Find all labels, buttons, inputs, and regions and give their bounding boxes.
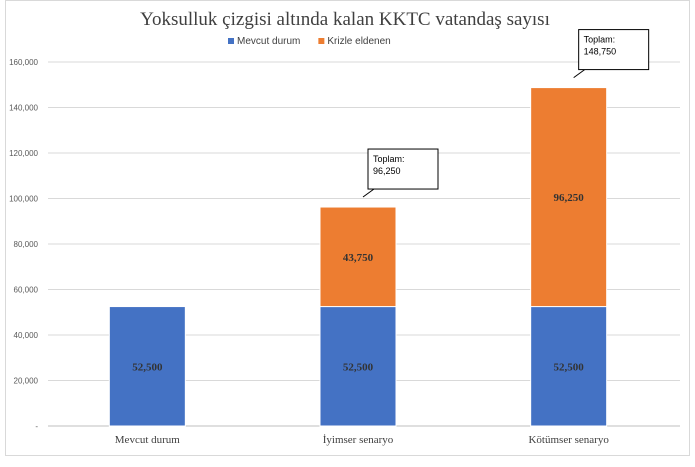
data-label: 43,750 [343,252,374,264]
chart-frame [5,0,690,456]
bar-segment [530,306,608,427]
legend: Mevcut durum Krizle eldenen [228,36,391,47]
legend-swatch [318,38,325,44]
legend-swatch [228,38,234,44]
data-label: 52,500 [132,361,163,373]
x-axis: Mevcut durum İyimser senaryo Kötümser sena… [115,434,610,446]
data-label: 52,500 [554,361,585,373]
y-tick-label: 60,000 [14,286,39,295]
legend-label: Mevcut durum [237,36,300,47]
x-tick-label: Mevcut durum [115,434,181,446]
y-tick-label: 20,000 [14,377,39,386]
callout-box [367,148,439,190]
data-label: 52,500 [343,361,374,373]
x-tick-label: Kötümser senaryo [528,434,609,446]
x-tick-label: İyimser senaryo [323,434,394,446]
y-tick-label: 140,000 [9,104,38,113]
bar-segment [530,87,608,308]
y-tick-label: 120,000 [9,149,38,158]
callout-label: Toplam: [584,35,616,45]
data-label: 96,250 [554,192,585,204]
callout-leader [362,188,375,198]
callouts: Toplam: 96,250 Toplam: 148,750 [362,29,650,198]
y-tick-label: 160,000 [9,58,38,67]
y-tick-label: 100,000 [9,195,38,204]
bar-segment [319,306,397,427]
bar-segment [108,306,186,427]
callout-label: Toplam: [373,154,405,164]
callout-leader [573,69,585,78]
legend-label: Krizle eldenen [327,36,390,47]
callout-box [578,29,650,71]
y-tick-label: 80,000 [14,240,39,249]
bars: 52,500 52,500 43,750 52,500 96,250 [108,87,608,427]
y-axis: - 20,000 40,000 60,000 80,000 100,000 120,000 1… [9,58,38,431]
y-tick-label: - [35,422,38,431]
callout-value: 96,250 [373,166,401,176]
chart-title: Yoksulluk çizgisi altında kalan KKTC vat… [140,9,550,30]
bar-segment [319,206,397,308]
y-tick-label: 40,000 [14,331,39,340]
callout-value: 148,750 [584,47,617,57]
